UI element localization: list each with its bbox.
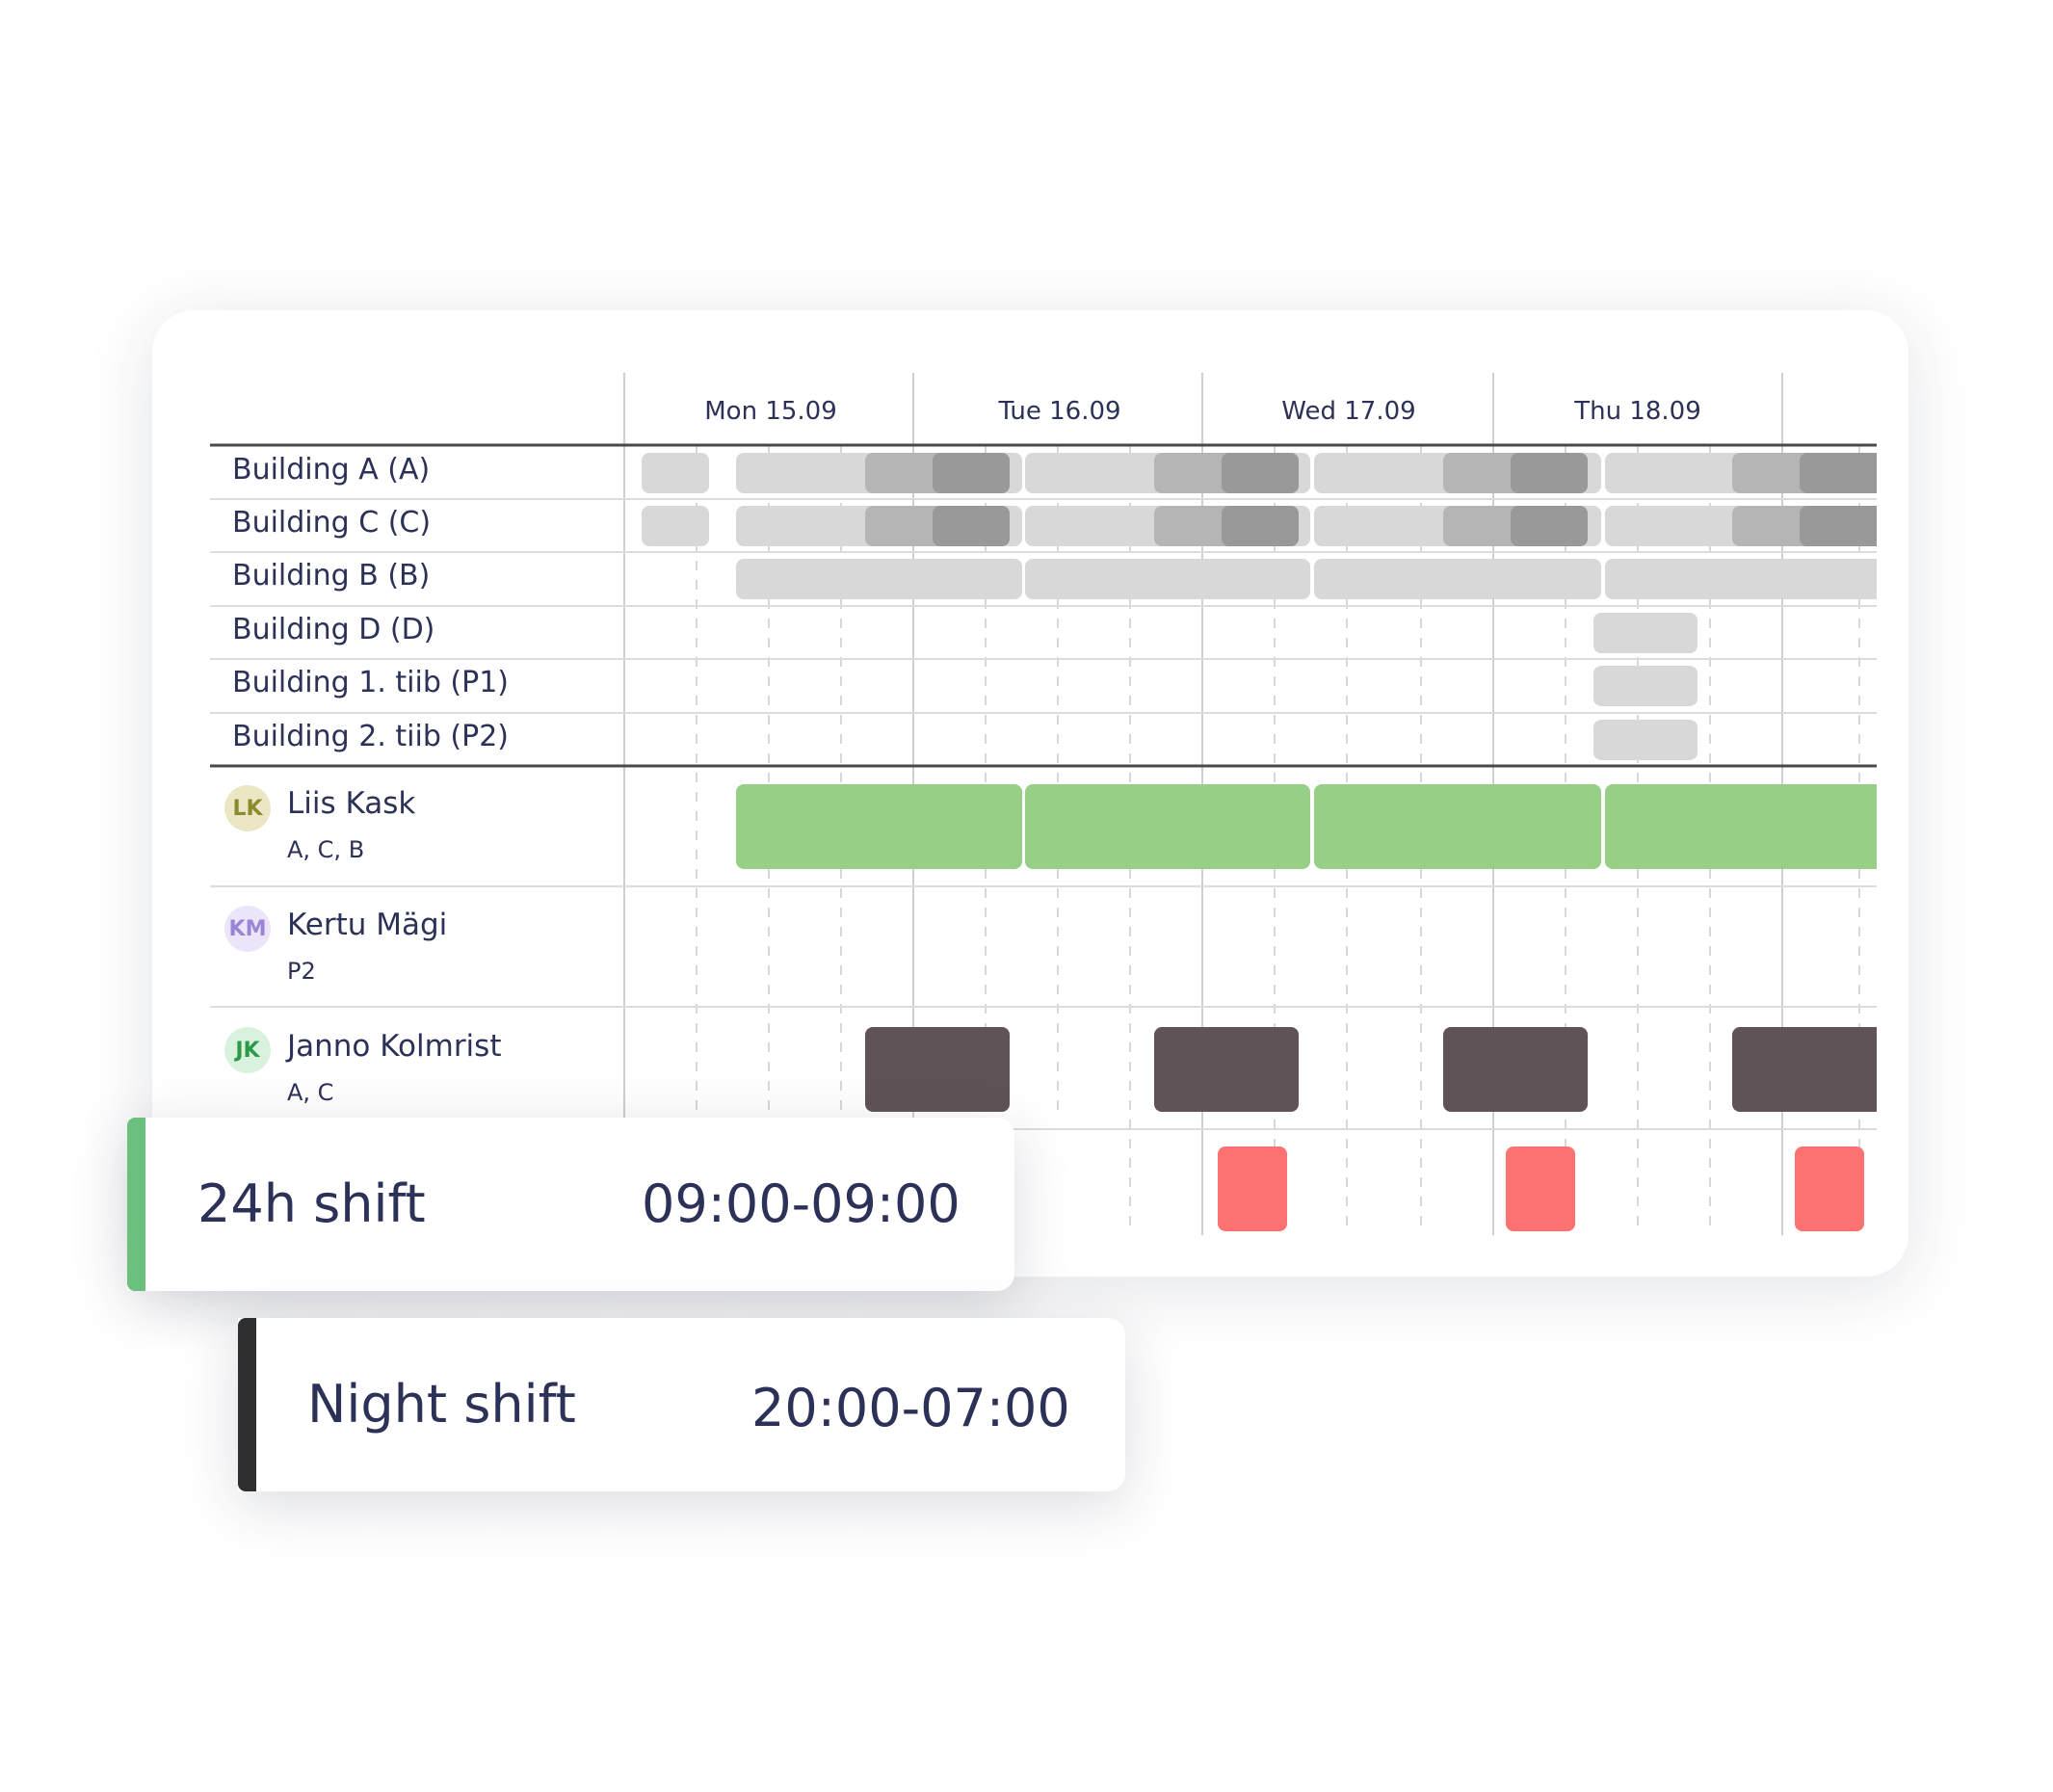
shift-block-night[interactable]	[1732, 1027, 1877, 1112]
site-label-building-p1: Building 1. tiib (P1)	[232, 666, 509, 699]
shift-block-day[interactable]	[736, 784, 1022, 869]
coverage-bar[interactable]	[1511, 453, 1588, 493]
shift-color-stripe	[238, 1318, 256, 1491]
shift-block-night[interactable]	[1154, 1027, 1299, 1112]
shift-block-alert[interactable]	[1795, 1146, 1864, 1231]
coverage-bar[interactable]	[1222, 453, 1299, 493]
person-sites: P2	[287, 958, 316, 985]
schedule-card: Mon 15.09 Tue 16.09 Wed 17.09 Thu 18.09 …	[152, 310, 1908, 1277]
day-header-mon: Mon 15.09	[704, 397, 837, 426]
coverage-bar[interactable]	[1593, 666, 1698, 706]
person-sites: A, C	[287, 1079, 334, 1106]
coverage-bar[interactable]	[1314, 559, 1601, 599]
shift-block-night[interactable]	[865, 1027, 1010, 1112]
site-label-building-p2: Building 2. tiib (P2)	[232, 720, 509, 753]
shift-block-alert[interactable]	[1506, 1146, 1575, 1231]
coverage-bar[interactable]	[1800, 506, 1877, 546]
site-label-building-d: Building D (D)	[232, 613, 435, 646]
coverage-bar[interactable]	[642, 506, 709, 546]
coverage-bar[interactable]	[1593, 720, 1698, 760]
shift-name: Night shift	[307, 1374, 576, 1435]
shift-block-day[interactable]	[1605, 784, 1877, 869]
coverage-bar[interactable]	[1605, 559, 1877, 599]
avatar: JK	[224, 1027, 271, 1073]
site-label-building-c: Building C (C)	[232, 506, 432, 540]
shift-block-day[interactable]	[1025, 784, 1310, 869]
coverage-bar[interactable]	[1511, 506, 1588, 546]
person-sites: A, C, B	[287, 836, 365, 863]
shift-card-24h[interactable]: 24h shift 09:00-09:00	[127, 1118, 1014, 1291]
avatar: LK	[224, 785, 271, 831]
coverage-bar[interactable]	[1593, 613, 1698, 653]
day-header-tue: Tue 16.09	[998, 397, 1121, 426]
shift-time: 20:00-07:00	[751, 1378, 1070, 1438]
shift-block-alert[interactable]	[1218, 1146, 1287, 1231]
coverage-bar[interactable]	[736, 559, 1022, 599]
person-name: Liis Kask	[287, 786, 416, 821]
day-header-thu: Thu 18.09	[1574, 397, 1701, 426]
coverage-bar[interactable]	[1025, 559, 1310, 599]
coverage-bar[interactable]	[933, 506, 1010, 546]
shift-name: 24h shift	[197, 1173, 426, 1234]
person-name: Janno Kolmrist	[287, 1029, 502, 1064]
coverage-bar[interactable]	[933, 453, 1010, 493]
coverage-bar[interactable]	[1800, 453, 1877, 493]
shift-block-day[interactable]	[1314, 784, 1601, 869]
avatar: KM	[224, 906, 271, 952]
shift-color-stripe	[127, 1118, 145, 1291]
site-label-building-a: Building A (A)	[232, 453, 431, 487]
shift-time: 09:00-09:00	[642, 1173, 961, 1234]
coverage-bar[interactable]	[642, 453, 709, 493]
coverage-bar[interactable]	[1222, 506, 1299, 546]
site-label-building-b: Building B (B)	[232, 559, 431, 593]
day-header-wed: Wed 17.09	[1281, 397, 1416, 426]
shift-card-night[interactable]: Night shift 20:00-07:00	[238, 1318, 1125, 1491]
person-name: Kertu Mägi	[287, 908, 448, 942]
shift-block-night[interactable]	[1443, 1027, 1588, 1112]
